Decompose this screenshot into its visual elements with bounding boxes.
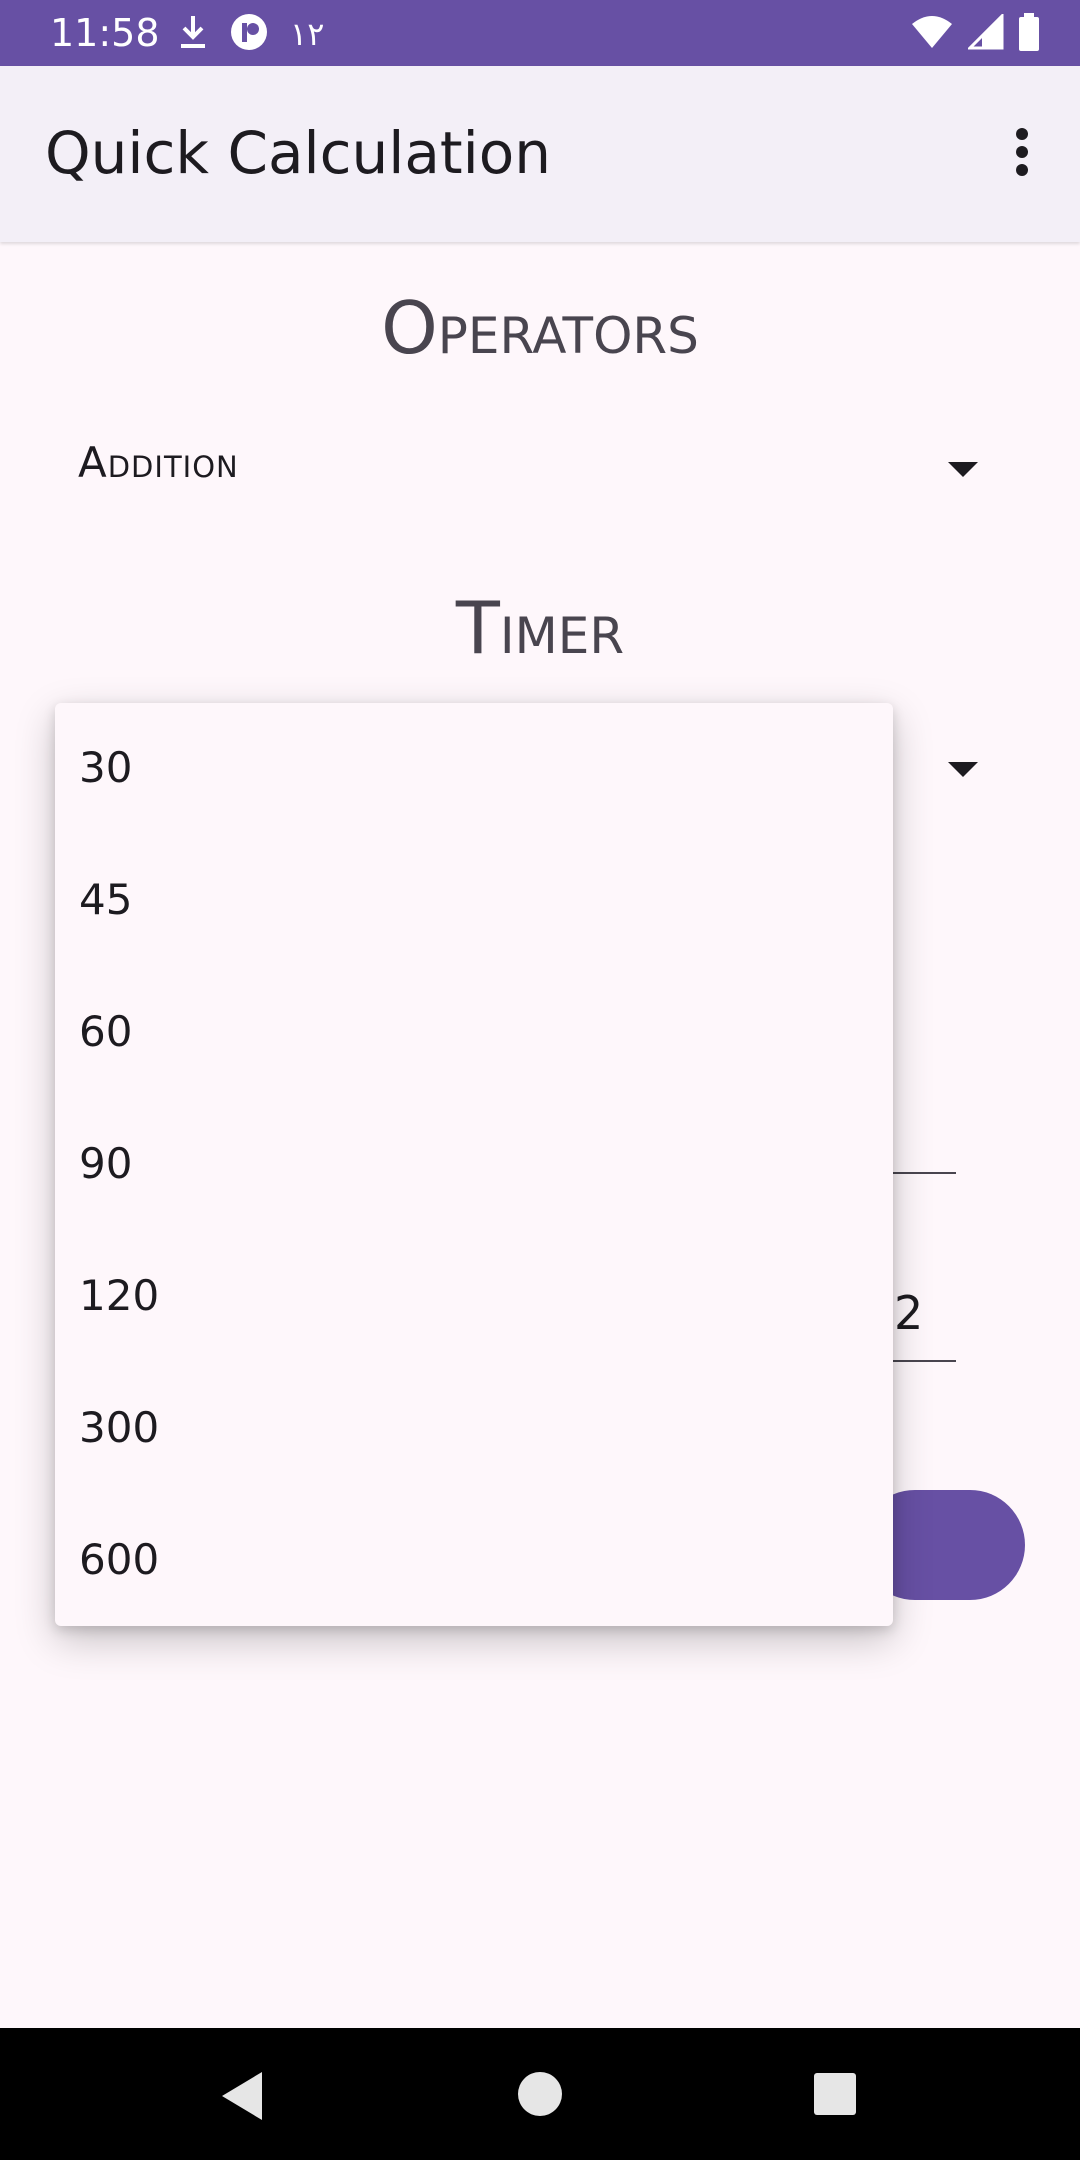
home-circle-icon[interactable] — [518, 2072, 562, 2116]
timer-spinner[interactable] — [78, 728, 978, 808]
dropdown-item[interactable]: 90 — [55, 1099, 893, 1231]
app-title: Quick Calculation — [45, 119, 551, 187]
dropdown-item-label: 45 — [79, 875, 133, 924]
more-vert-icon[interactable] — [986, 116, 1058, 188]
dropdown-item-label: 120 — [79, 1271, 160, 1320]
dropdown-item[interactable]: 30 — [55, 703, 893, 835]
dropdown-item[interactable]: 60 — [55, 967, 893, 1099]
dropdown-arrow-icon — [948, 762, 978, 777]
operator-selected-label: Addition — [78, 438, 239, 487]
dropdown-item[interactable]: 120 — [55, 1231, 893, 1363]
operators-title: Operators — [381, 286, 699, 370]
status-icons-left: ١٢ — [178, 12, 324, 56]
dropdown-item[interactable]: 300 — [55, 1363, 893, 1495]
dropdown-item[interactable]: 45 — [55, 835, 893, 967]
dropdown-item-label: 300 — [79, 1403, 160, 1452]
status-arabic-text: ١٢ — [290, 15, 325, 53]
second-field-underline — [880, 1360, 956, 1362]
dropdown-item-label: 90 — [79, 1139, 133, 1188]
operator-spinner[interactable]: Addition — [78, 428, 978, 508]
dropdown-arrow-icon — [948, 462, 978, 477]
status-time: 11:58 — [50, 11, 160, 55]
wifi-icon — [910, 14, 954, 55]
download-icon — [178, 14, 208, 55]
dropdown-item-label: 600 — [79, 1535, 160, 1584]
recents-square-icon[interactable] — [814, 2073, 856, 2115]
back-triangle-icon[interactable] — [222, 2072, 262, 2120]
app-notification-icon — [230, 13, 268, 56]
cell-signal-icon — [966, 11, 1004, 55]
navigation-bar — [0, 2028, 1080, 2160]
dropdown-item-label: 60 — [79, 1007, 133, 1056]
timer-dropdown-menu: 30 45 60 90 120 300 600 — [55, 703, 893, 1626]
first-field-underline — [880, 1172, 956, 1174]
dropdown-item[interactable]: 600 — [55, 1495, 893, 1627]
status-icons-right — [910, 11, 1040, 56]
battery-icon — [1018, 12, 1040, 56]
dropdown-item-label: 30 — [79, 743, 133, 792]
app-bar: Quick Calculation — [0, 66, 1080, 242]
second-field-value[interactable]: 2 — [894, 1286, 924, 1340]
status-bar: 11:58 ١٢ — [0, 0, 1080, 66]
timer-title: Timer — [455, 586, 625, 670]
